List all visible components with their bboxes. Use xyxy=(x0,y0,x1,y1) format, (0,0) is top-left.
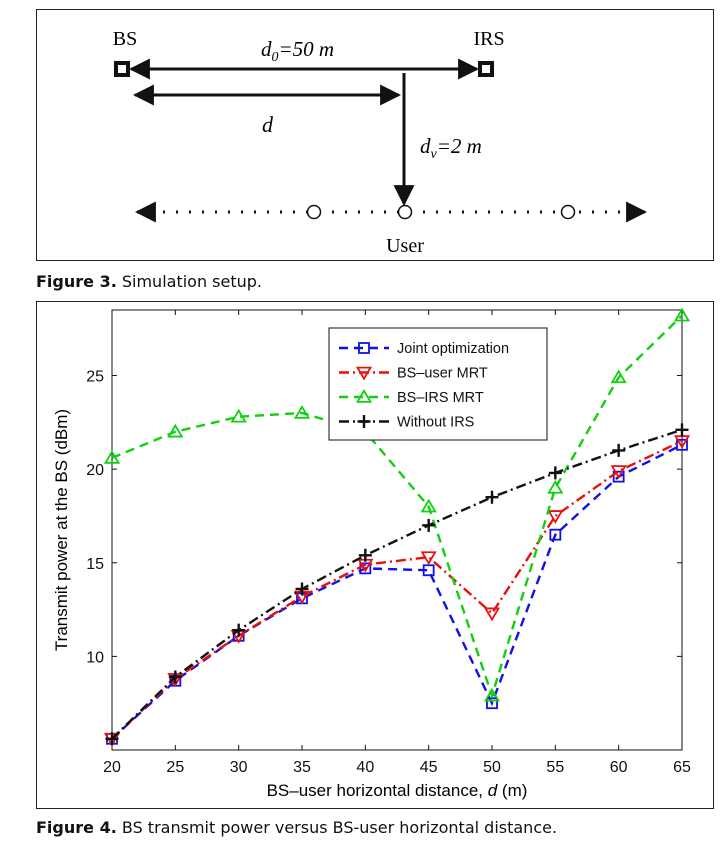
irs-label: IRS xyxy=(473,28,504,50)
series-line xyxy=(111,428,683,740)
data-point xyxy=(167,423,184,438)
x-tick-label: 45 xyxy=(420,759,438,776)
d-label: d xyxy=(262,112,274,137)
transmit-power-chart-figure: 20 25 30 35 40 45 50 55 60 65 10 15 20 25 Joint optim… xyxy=(36,301,714,809)
transmit-power-chart: 20 25 30 35 40 45 50 55 60 65 10 15 20 25 Joint optim… xyxy=(52,307,691,800)
data-point xyxy=(612,443,626,457)
figure4-caption: Figure 4. BS transmit power versus BS-us… xyxy=(36,818,558,837)
data-point xyxy=(483,607,501,622)
legend-entry: BS–user MRT xyxy=(397,366,488,382)
x-tick-label: 65 xyxy=(673,759,691,776)
x-tick-label: 55 xyxy=(546,759,564,776)
figure3-caption: Figure 3. Simulation setup. xyxy=(36,272,263,291)
data-point xyxy=(485,490,499,504)
data-point xyxy=(293,405,311,419)
dv-label: dv=2 m xyxy=(420,134,482,162)
data-point xyxy=(420,551,437,566)
y-tick-label: 10 xyxy=(86,649,104,666)
legend-marker xyxy=(358,342,370,354)
simulation-setup-diagram: BS IRS d0=50 m d dv=2 m User xyxy=(113,28,648,257)
d0-label: d0=50 m xyxy=(261,37,334,65)
data-point xyxy=(295,582,309,596)
data-point xyxy=(676,438,688,451)
y-tick-label: 20 xyxy=(86,462,104,479)
legend-entry: BS–IRS MRT xyxy=(397,390,484,406)
data-point xyxy=(483,687,501,702)
user-position-icon xyxy=(306,204,322,220)
legend-marker xyxy=(355,389,373,403)
data-point xyxy=(547,479,564,494)
y-axis-label: Transmit power at the BS (dBm) xyxy=(52,409,71,651)
legend-marker xyxy=(355,366,373,381)
data-point xyxy=(358,548,372,562)
data-point xyxy=(422,564,435,577)
data-point xyxy=(673,307,691,322)
data-point xyxy=(549,528,562,541)
x-tick-label: 25 xyxy=(166,759,184,776)
x-tick-label: 20 xyxy=(103,759,121,776)
data-point xyxy=(610,465,627,479)
data-point xyxy=(675,423,689,437)
data-point xyxy=(105,732,119,746)
bs-node-icon xyxy=(114,61,130,77)
y-tick-label: 15 xyxy=(86,556,104,573)
series-line xyxy=(111,439,683,740)
data-point xyxy=(420,498,437,513)
series-line xyxy=(111,314,683,700)
data-point xyxy=(103,449,121,464)
data-point xyxy=(232,623,246,637)
data-point xyxy=(422,518,436,532)
bs-label: BS xyxy=(113,28,137,50)
x-tick-label: 60 xyxy=(610,759,628,776)
series-3 xyxy=(105,423,689,746)
simulation-setup-figure: BS IRS d0=50 m d dv=2 m User xyxy=(36,9,714,261)
y-tick-label: 25 xyxy=(86,369,104,386)
data-point xyxy=(610,369,627,384)
legend-marker xyxy=(357,415,371,428)
user-label: User xyxy=(386,235,424,257)
x-tick-label: 30 xyxy=(230,759,248,776)
x-tick-label: 40 xyxy=(356,759,374,776)
data-point xyxy=(547,510,564,524)
x-axis-label: BS–user horizontal distance, d (m) xyxy=(267,781,528,800)
legend-entry: Joint optimization xyxy=(397,341,509,357)
user-position-icon xyxy=(560,204,576,220)
user-position-icon xyxy=(397,204,413,220)
data-point xyxy=(548,466,562,480)
irs-node-icon xyxy=(478,61,494,77)
x-tick-label: 50 xyxy=(483,759,501,776)
legend-entry: Without IRS xyxy=(397,415,474,431)
data-point xyxy=(612,470,625,483)
data-point xyxy=(230,408,247,423)
data-point xyxy=(168,670,182,684)
x-tick-label: 35 xyxy=(293,759,311,776)
